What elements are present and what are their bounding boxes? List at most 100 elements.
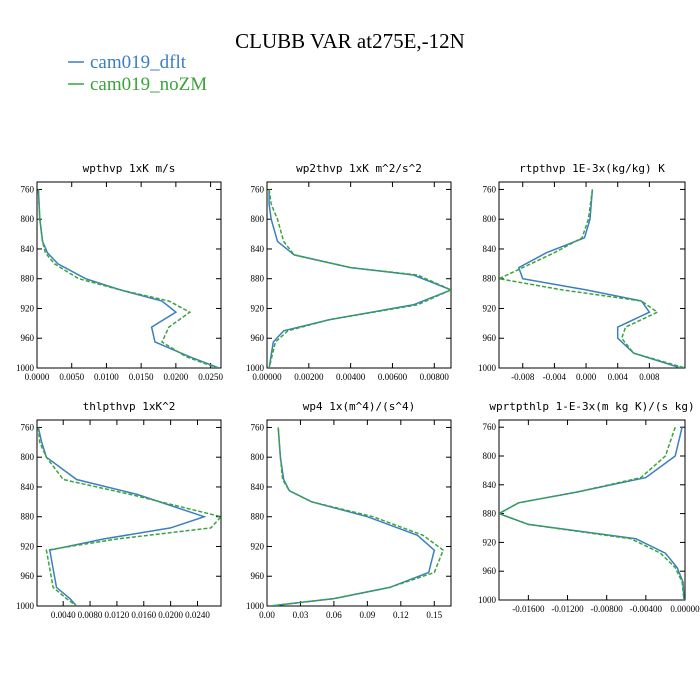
x-tick-label: 0.0050 [59, 372, 84, 382]
y-tick-label: 960 [483, 333, 497, 343]
x-tick-label: 0.00000 [252, 372, 282, 382]
y-tick-label: 840 [21, 482, 35, 492]
series-line-cam019_noZM [499, 426, 685, 600]
series-line-cam019_noZM [268, 189, 451, 368]
series-line-cam019_dflt [270, 427, 436, 606]
series-line-cam019_dflt [37, 189, 220, 368]
y-tick-label: 760 [251, 184, 265, 194]
x-tick-label: 0.09 [359, 610, 375, 620]
legend-label-2: cam019_noZM [90, 74, 207, 95]
panel-2: wp2thvp 1xK m^2/s^2 760 800 840 880 920 960 100… [246, 162, 452, 382]
series-line-cam019_dflt [268, 189, 451, 368]
y-tick-label: 920 [483, 537, 497, 547]
panel-grid: wpthvp 1xK m/s76080084088092096010000.00… [16, 162, 700, 620]
y-tick-label: 920 [483, 303, 497, 313]
y-tick-label: 800 [251, 452, 265, 462]
x-tick-label: 0.0150 [129, 372, 154, 382]
x-tick-label: -0.00800 [591, 604, 624, 614]
y-tick-label: 800 [251, 214, 265, 224]
panel-title: wprtpthlp 1-E-3x(m kg K)/(s kg) [489, 400, 694, 413]
y-tick-label: 960 [251, 333, 265, 343]
x-tick-label: -0.008 [511, 372, 535, 382]
series-line-cam019_noZM [37, 189, 218, 368]
y-tick-label: 960 [21, 333, 35, 343]
x-tick-label: 0.008 [639, 372, 660, 382]
y-tick-label: 1000 [16, 363, 35, 373]
panel-1: wpthvp 1xK m/s76080084088092096010000.00… [16, 162, 223, 382]
x-tick-label: 0.03 [293, 610, 309, 620]
y-tick-label: 1000 [478, 363, 497, 373]
x-tick-label: -0.01200 [551, 604, 584, 614]
x-tick-label: 0.0160 [131, 610, 156, 620]
panel-title: rtpthvp 1E-3x(kg/kg) K [519, 162, 665, 175]
plot-frame [498, 181, 686, 369]
y-tick-label: 760 [21, 422, 35, 432]
y-tick-label: 1000 [478, 595, 497, 605]
figure-title: CLUBB VAR at275E,-12N [235, 29, 465, 53]
plot-frame [36, 181, 222, 369]
x-tick-label: 0.0250 [198, 372, 223, 382]
y-tick-label: 960 [251, 571, 265, 581]
y-tick-label: 920 [251, 303, 265, 313]
y-tick-label: 760 [251, 422, 265, 432]
y-tick-label: 800 [483, 214, 497, 224]
series-line-cam019_noZM [499, 189, 685, 368]
panel-title: wpthvp 1xK m/s [83, 162, 176, 175]
x-tick-label: 0.0200 [158, 610, 183, 620]
y-tick-label: 880 [483, 274, 497, 284]
x-tick-label: 0.0240 [185, 610, 210, 620]
y-tick-label: 960 [483, 566, 497, 576]
x-tick-label: 0.15 [426, 610, 442, 620]
x-tick-label: 0.000 [576, 372, 597, 382]
y-tick-label: 840 [21, 244, 35, 254]
y-tick-label: 880 [251, 274, 265, 284]
x-tick-label: 0.00600 [378, 372, 408, 382]
x-tick-label: 0.00 [259, 610, 275, 620]
series-line-cam019_dflt [517, 189, 682, 368]
legend-label-1: cam019_dflt [90, 52, 187, 73]
panel-3: rtpthvp 1E-3x(kg/kg) K 760 800 840 880 920 960… [478, 162, 686, 382]
y-tick-label: 960 [21, 571, 35, 581]
plot-frame [266, 181, 452, 369]
y-tick-label: 840 [251, 482, 265, 492]
x-tick-label: 0.00000 [670, 604, 700, 614]
series-line-cam019_noZM [270, 427, 445, 606]
y-tick-label: 880 [251, 512, 265, 522]
x-tick-label: 0.00200 [294, 372, 324, 382]
x-tick-label: -0.004 [543, 372, 567, 382]
plot-frame [498, 419, 686, 601]
plot-frame [36, 419, 222, 607]
y-tick-label: 880 [483, 509, 497, 519]
y-tick-label: 920 [21, 541, 35, 551]
x-tick-label: -0.00400 [630, 604, 663, 614]
y-tick-label: 760 [483, 184, 497, 194]
y-tick-label: 840 [483, 480, 497, 490]
panel-6: wprtpthlp 1-E-3x(m kg K)/(s kg) 760 800 840… [478, 400, 700, 614]
y-tick-label: 1000 [246, 363, 265, 373]
y-tick-label: 880 [21, 512, 35, 522]
panel-title: thlpthvp 1xK^2 [83, 400, 176, 413]
y-tick-label: 1000 [246, 601, 265, 611]
x-tick-label: -0.01600 [512, 604, 545, 614]
y-tick-label: 1000 [16, 601, 35, 611]
x-tick-label: 0.0040 [51, 610, 76, 620]
x-tick-label: 0.004 [608, 372, 629, 382]
y-tick-label: 800 [21, 214, 35, 224]
x-tick-label: 0.0100 [94, 372, 119, 382]
y-tick-label: 760 [21, 184, 35, 194]
y-tick-label: 920 [251, 541, 265, 551]
x-tick-label: 0.06 [326, 610, 342, 620]
y-tick-label: 800 [483, 451, 497, 461]
x-tick-label: 0.0120 [105, 610, 130, 620]
x-tick-label: 0.0200 [163, 372, 188, 382]
y-tick-label: 760 [483, 422, 497, 432]
x-tick-label: 0.00400 [336, 372, 366, 382]
y-tick-label: 840 [483, 244, 497, 254]
y-tick-label: 800 [21, 452, 35, 462]
panel-4: thlpthvp 1xK^2 760 800 840 880 920 960 1000 0.00… [16, 400, 222, 620]
x-tick-label: 0.12 [393, 610, 409, 620]
series-line-cam019_dflt [37, 427, 207, 606]
x-tick-label: 0.0000 [25, 372, 50, 382]
